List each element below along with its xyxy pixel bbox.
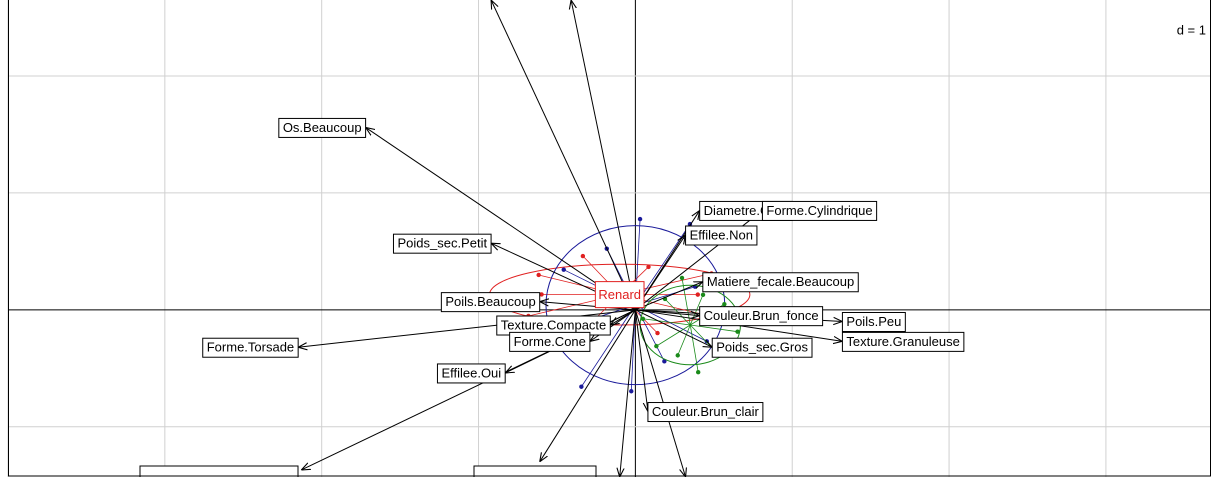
arrow [540, 302, 636, 311]
class-star [690, 324, 738, 333]
class-point [662, 359, 667, 364]
arrow-label: Matiere_fecale.Beaucoup [707, 274, 854, 289]
label-box [202, 337, 299, 358]
label-box [702, 272, 859, 293]
class-point [539, 292, 544, 297]
arrow-label: Forme.Cone [514, 334, 586, 349]
class-point [646, 264, 651, 270]
class-point [579, 384, 584, 389]
class-point [679, 275, 685, 281]
label-box [436, 363, 506, 384]
class-star [635, 304, 665, 362]
arrow [634, 309, 648, 412]
arrow-label: Texture.Granuleuse [846, 334, 959, 349]
grid [7, 0, 1211, 477]
class-star [681, 277, 691, 326]
label-box [509, 331, 591, 352]
class-star [642, 318, 691, 326]
class-point [735, 329, 740, 334]
label-box [685, 225, 758, 246]
arrow [635, 309, 712, 347]
arrow [635, 282, 702, 311]
label-box [841, 331, 965, 352]
label-box [841, 312, 906, 333]
label-box [440, 292, 541, 313]
arrow [590, 309, 636, 342]
hidden-label-box [139, 465, 299, 477]
scale-label: d = 1 [1177, 22, 1206, 37]
arrow [540, 309, 636, 462]
class-point [536, 272, 541, 278]
hidden-label-box [473, 465, 597, 477]
label-box [392, 233, 492, 254]
arrow-label: Effilee.Oui [441, 365, 501, 380]
arrow-label: Couleur.Brun_fonce [704, 308, 819, 323]
arrow-label: Poids_sec.Gros [716, 340, 808, 355]
arrow-label: Poids_sec.Petit [397, 236, 487, 251]
arrow [634, 309, 685, 477]
class-point [561, 267, 566, 272]
label-box [647, 402, 764, 423]
scale-bg [1148, 20, 1208, 42]
class-star [581, 304, 636, 387]
arrow [620, 309, 636, 477]
class-point [629, 389, 634, 394]
arrow-label: Poils.Beaucoup [445, 294, 535, 309]
class-label-box [594, 281, 645, 309]
arrow [366, 127, 636, 311]
class-star [677, 324, 691, 356]
class-point [654, 343, 659, 349]
label-box [278, 117, 367, 138]
arrow-label: Effilee.Non [690, 227, 753, 242]
class-point [580, 253, 586, 259]
class-star [689, 324, 699, 373]
class-point [637, 216, 643, 222]
arrow [571, 0, 636, 310]
class-point [675, 353, 680, 358]
frame [8, 0, 1211, 477]
arrow-label: Forme.Cylindrique [766, 203, 872, 218]
arrow-label: Couleur.Brun_clair [652, 404, 760, 419]
class-point [700, 292, 706, 297]
arrow-label: Forme.Torsade [207, 340, 294, 355]
arrow-label: Texture.Compacte [501, 317, 606, 332]
label-box [711, 337, 813, 358]
labels: Os.BeaucoupDiametre.GrosEffilee.NonForme… [202, 117, 965, 423]
arrow-label: Poils.Peu [846, 314, 901, 329]
class-point [704, 339, 709, 344]
label-box [761, 200, 878, 221]
class-label: Renard [598, 287, 641, 302]
class-star [689, 294, 704, 326]
class-point [640, 316, 646, 321]
class-point [695, 292, 701, 297]
label-box [699, 306, 824, 327]
arrow-label: Os.Beaucoup [283, 120, 362, 135]
class-point [722, 302, 727, 307]
class-star [656, 324, 691, 347]
class-point [655, 330, 660, 336]
class-point [695, 370, 701, 375]
arrow [491, 0, 636, 311]
